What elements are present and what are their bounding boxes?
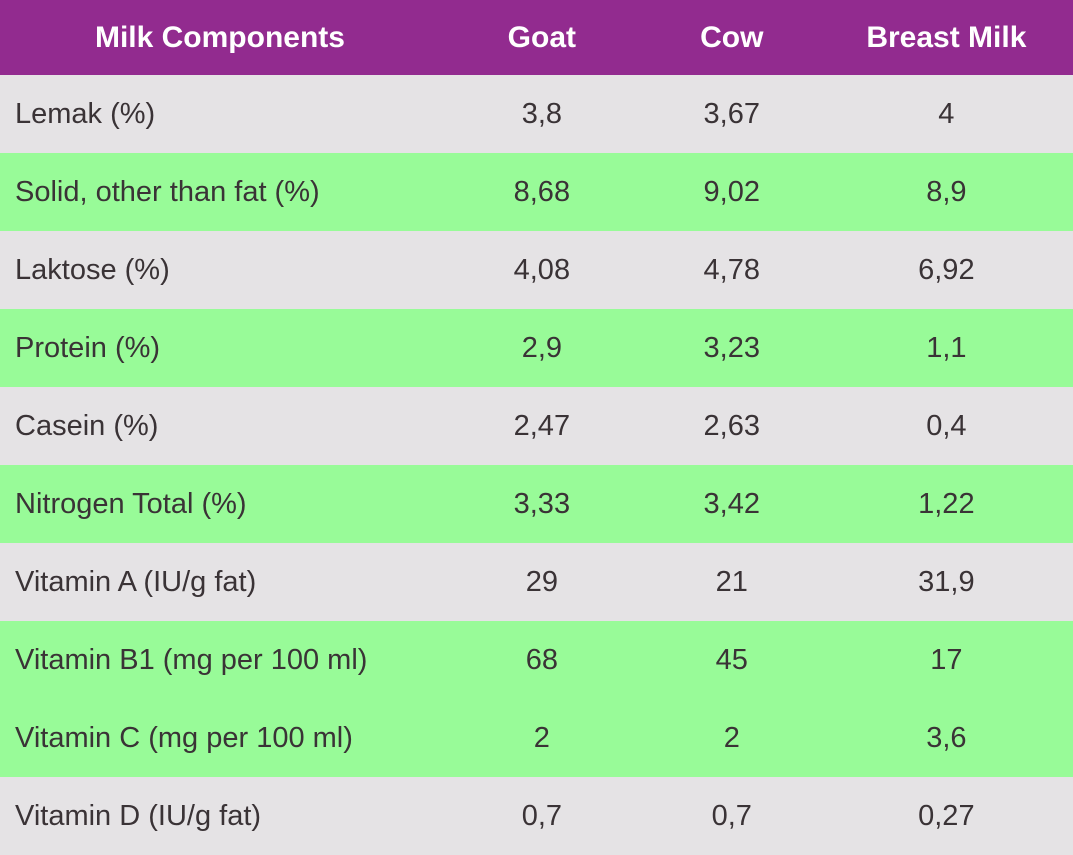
row-label: Vitamin C (mg per 100 ml)	[15, 721, 353, 754]
goat-value: 3,33	[513, 487, 571, 520]
breast-milk-value: 3,6	[926, 721, 967, 754]
row-label: Laktose (%)	[15, 253, 170, 286]
goat-value: 29	[525, 565, 558, 598]
row-label: Casein (%)	[15, 409, 159, 442]
breast-milk-value: 6,92	[918, 253, 975, 286]
cow-value: 45	[715, 643, 748, 676]
breast-milk-value: 8,9	[926, 175, 967, 208]
row-label: Nitrogen Total (%)	[15, 487, 247, 520]
table-row-protein: Protein (%) 2,9 3,23 1,1	[0, 309, 1073, 387]
breast-milk-value: 1,1	[926, 331, 967, 364]
row-label: Lemak (%)	[15, 97, 156, 130]
table-row-vitamin-b1: Vitamin B1 (mg per 100 ml) 68 45 17	[0, 621, 1073, 699]
goat-value: 68	[525, 643, 558, 676]
cow-value: 4,78	[703, 253, 760, 286]
cow-value: 2,63	[703, 409, 760, 442]
cow-value: 3,67	[703, 97, 760, 130]
header-cell-breast-milk: Breast Milk	[866, 20, 1027, 54]
row-label: Vitamin D (IU/g fat)	[15, 799, 262, 832]
row-label: Solid, other than fat (%)	[15, 175, 320, 208]
breast-milk-value: 1,22	[918, 487, 975, 520]
goat-value: 2,9	[521, 331, 563, 364]
breast-milk-value: 31,9	[918, 565, 975, 598]
table-row-lemak: Lemak (%) 3,8 3,67 4	[0, 75, 1073, 153]
goat-value: 2,47	[513, 409, 571, 442]
breast-milk-value: 17	[930, 643, 963, 676]
cow-value: 3,23	[703, 331, 760, 364]
breast-milk-value: 4	[938, 97, 955, 130]
breast-milk-value: 0,4	[926, 409, 967, 442]
table-header-row: Milk Components Goat Cow Breast Milk	[0, 0, 1073, 75]
row-label: Protein (%)	[15, 331, 161, 364]
breast-milk-value: 0,27	[918, 799, 975, 832]
header-cell-milk-components: Milk Components	[94, 20, 345, 54]
goat-value: 0,7	[521, 799, 563, 832]
cow-value: 3,42	[703, 487, 760, 520]
table-row-vitamin-d: Vitamin D (IU/g fat) 0,7 0,7 0,27	[0, 777, 1073, 855]
goat-value: 4,08	[513, 253, 571, 286]
header-cell-goat: Goat	[507, 20, 577, 54]
cow-value: 2	[723, 721, 740, 754]
table-row-solid-other-than-fat: Solid, other than fat (%) 8,68 9,02 8,9	[0, 153, 1073, 231]
cow-value: 0,7	[711, 799, 752, 832]
table-row-nitrogen-total: Nitrogen Total (%) 3,33 3,42 1,22	[0, 465, 1073, 543]
cow-value: 21	[715, 565, 748, 598]
table-row-vitamin-c: Vitamin C (mg per 100 ml) 2 2 3,6	[0, 699, 1073, 777]
goat-value: 3,8	[521, 97, 563, 130]
cow-value: 9,02	[703, 175, 760, 208]
row-label: Vitamin A (IU/g fat)	[15, 565, 257, 598]
header-cell-cow: Cow	[700, 20, 764, 54]
table-row-vitamin-a: Vitamin A (IU/g fat) 29 21 31,9	[0, 543, 1073, 621]
row-label: Vitamin B1 (mg per 100 ml)	[15, 643, 368, 676]
table-row-laktose: Laktose (%) 4,08 4,78 6,92	[0, 231, 1073, 309]
goat-value: 2	[533, 721, 550, 754]
table-row-casein: Casein (%) 2,47 2,63 0,4	[0, 387, 1073, 465]
goat-value: 8,68	[513, 175, 571, 208]
